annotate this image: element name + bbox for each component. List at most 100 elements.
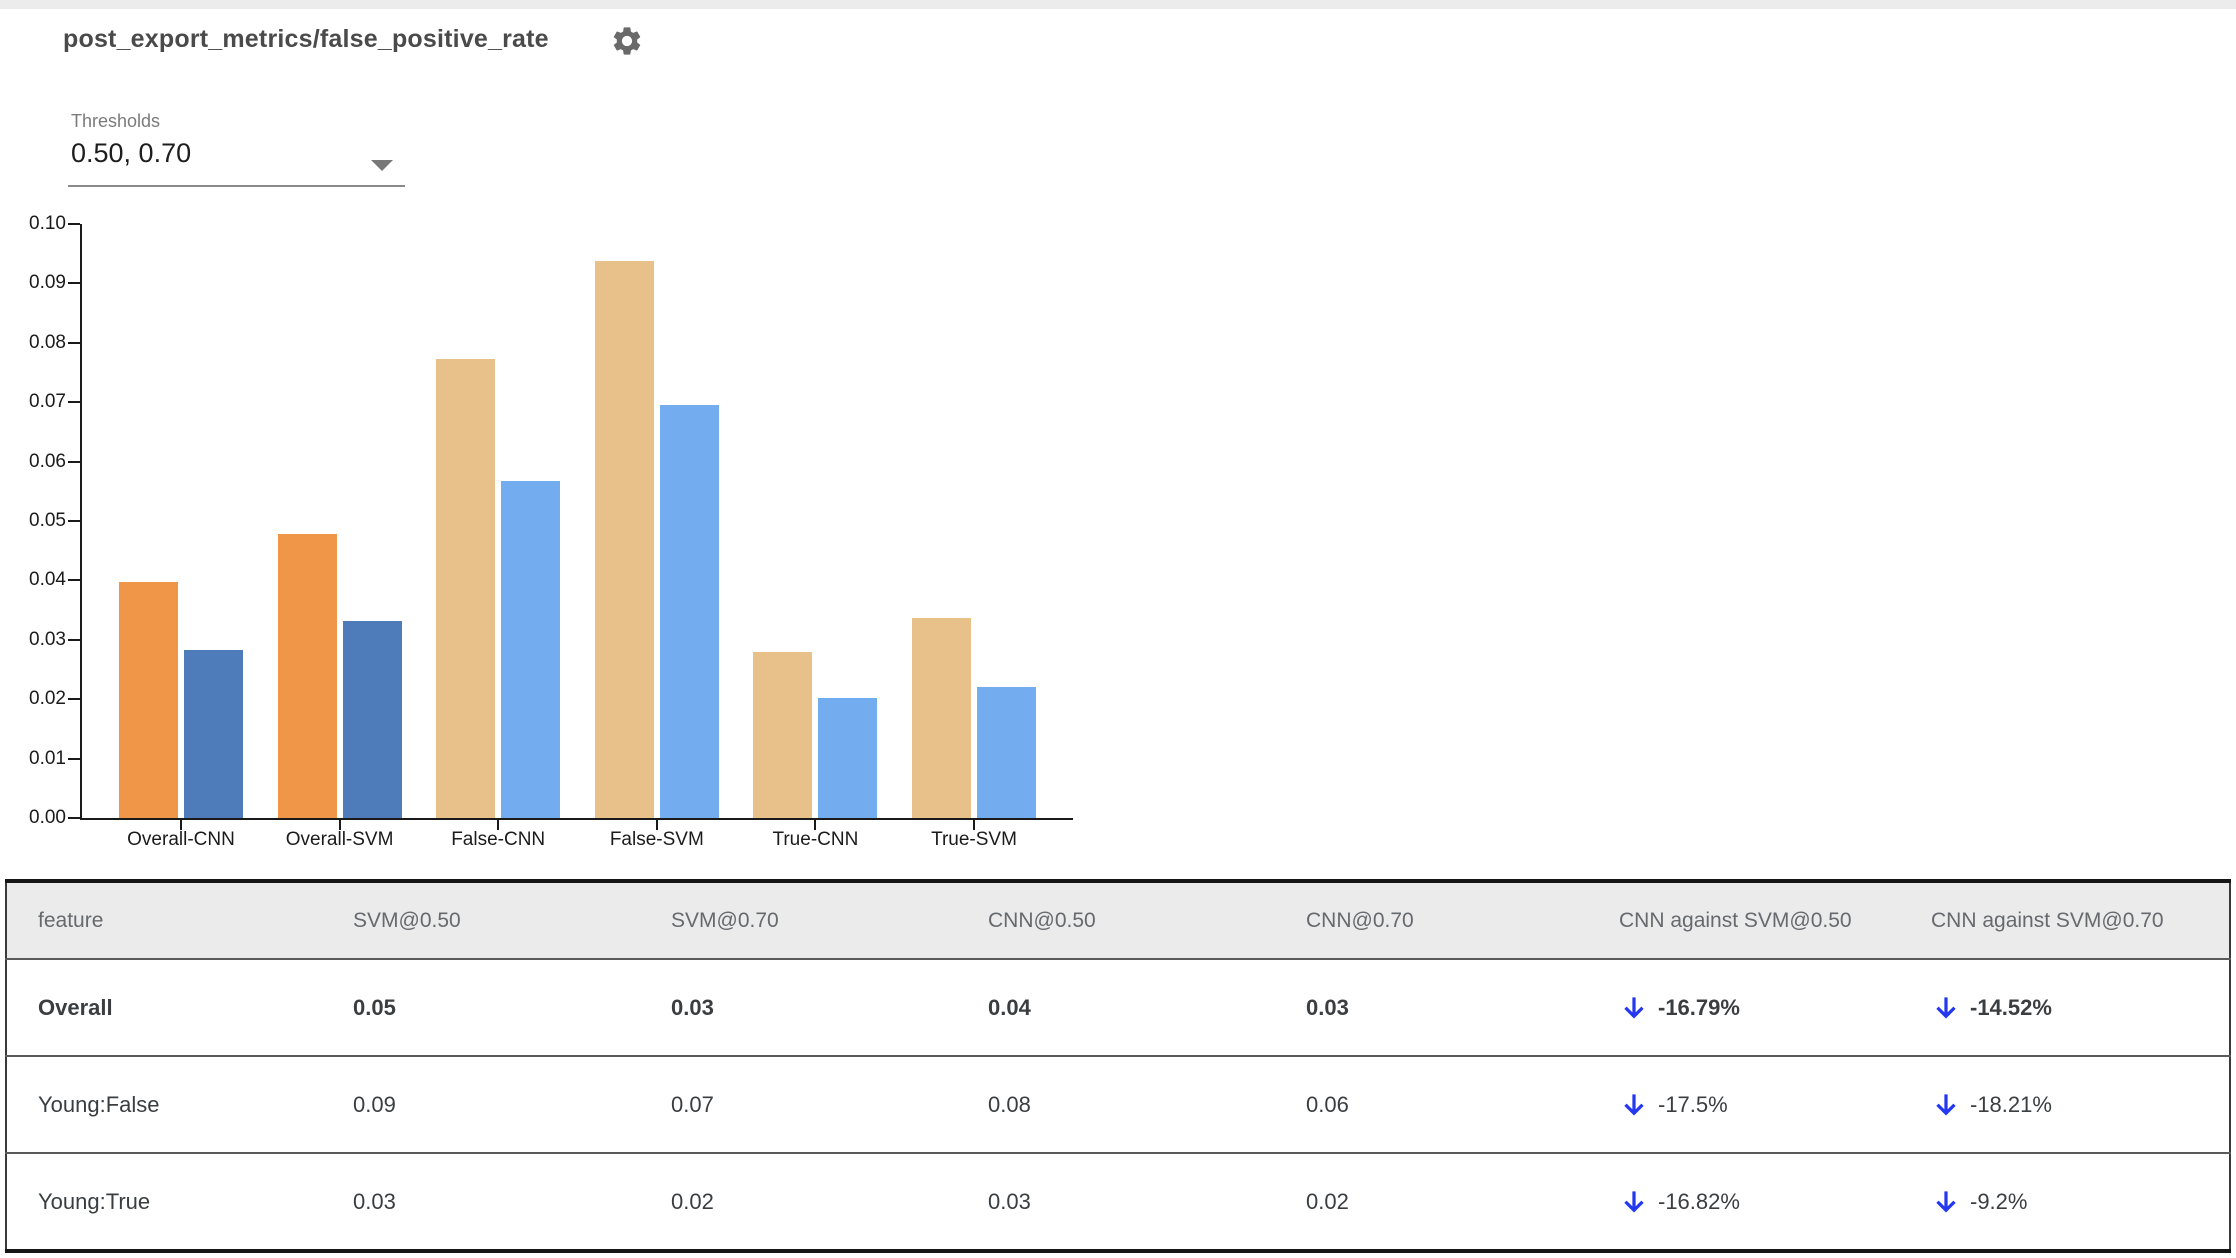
bar-overall-svm-s1 (342, 620, 402, 818)
y-tick-mark (68, 401, 80, 404)
x-tick-mark (497, 820, 500, 830)
arrow-down-icon (1624, 996, 1644, 1019)
x-axis-label: True-SVM (931, 829, 1017, 850)
delta-value: -17.5% (1658, 1091, 1728, 1117)
delta-cell-svm070: -14.52% (1900, 958, 2230, 1056)
bar-true-cnn-s1 (818, 698, 878, 818)
y-tick-label: 0.02 (29, 688, 66, 710)
table-row-young-false[interactable]: Young:False 0.09 0.07 0.08 0.06 -17.5% -18.21% (6, 1055, 2230, 1153)
column-header-3: CNN@0.50 (957, 881, 1275, 959)
value-cell-svm-0-50: 0.03 (322, 1152, 640, 1251)
y-tick-label: 0.00 (29, 807, 66, 828)
delta-value: -14.52% (1970, 994, 2052, 1020)
arrow-down-icon (1624, 1190, 1644, 1213)
value-cell-cnn-0-70: 0.03 (1275, 958, 1588, 1056)
arrow-down-icon (1936, 996, 1956, 1019)
delta-cell-svm070: -18.21% (1900, 1055, 2230, 1153)
y-tick-label: 0.04 (29, 569, 66, 591)
bar-true-svm-s1 (977, 687, 1036, 818)
x-tick-mark (180, 820, 182, 830)
value-cell-cnn-0-70: 0.02 (1275, 1152, 1588, 1251)
x-tick-mark (814, 820, 817, 830)
y-axis-line (80, 224, 82, 820)
delta-cell-svm050: -16.79% (1588, 958, 1900, 1056)
false-positive-rate-bar-chart: 0.00 0.01 0.02 0.03 0.04 0.05 0.06 0.07 0.08 0.09… (0, 0, 1120, 880)
bar-overall-cnn-s0 (119, 581, 178, 818)
value-cell-svm-0-50: 0.05 (322, 958, 640, 1056)
y-tick-label: 0.01 (29, 747, 66, 769)
value-cell-cnn-0-50: 0.03 (957, 1152, 1275, 1251)
settings-button[interactable] (610, 24, 644, 58)
y-tick-label: 0.05 (29, 510, 66, 531)
column-header-5: CNN against SVM@0.50 (1588, 881, 1900, 959)
value-cell-svm-0-50: 0.09 (322, 1055, 640, 1153)
column-header-0: feature (6, 881, 322, 959)
y-tick-label: 0.06 (29, 450, 66, 472)
page-title: post_export_metrics/false_positive_rate (63, 25, 549, 53)
bar-overall-svm-s0 (277, 534, 337, 818)
thresholds-select[interactable]: 0.50, 0.70 (71, 138, 192, 168)
x-tick-mark (973, 820, 975, 830)
x-tick-mark (655, 820, 658, 830)
bar-true-svm-s0 (912, 617, 971, 818)
value-cell-cnn-0-50: 0.08 (957, 1055, 1275, 1153)
y-tick-label: 0.10 (29, 213, 66, 234)
bar-false-svm-s0 (594, 260, 654, 818)
y-tick-mark (68, 520, 80, 522)
column-header-1: SVM@0.50 (322, 881, 640, 959)
value-cell-cnn-0-50: 0.04 (957, 958, 1275, 1056)
x-axis-line (80, 818, 1073, 820)
y-tick-mark (68, 579, 80, 582)
delta-cell-svm050: -17.5% (1588, 1055, 1900, 1153)
y-tick-mark (68, 223, 80, 225)
table-header-row: feature SVM@0.50 SVM@0.70 CNN@0.50 CNN@0.70 C… (6, 881, 2230, 959)
y-tick-mark (68, 698, 80, 701)
bar-false-cnn-s1 (501, 481, 561, 818)
column-header-6: CNN against SVM@0.70 (1900, 881, 2230, 959)
x-axis-label: Overall-CNN (127, 829, 235, 850)
delta-value: -16.79% (1658, 994, 1740, 1020)
value-cell-cnn-0-70: 0.06 (1275, 1055, 1588, 1153)
bar-true-cnn-s0 (753, 651, 813, 818)
y-tick-mark (68, 282, 80, 285)
arrow-down-icon (1936, 1093, 1956, 1116)
feature-cell: Young:True (6, 1152, 322, 1251)
value-cell-svm-0-70: 0.07 (640, 1055, 957, 1153)
column-header-2: SVM@0.70 (640, 881, 957, 959)
x-axis-label: False-SVM (609, 829, 704, 850)
thresholds-label: Thresholds (71, 111, 161, 131)
table-row-overall[interactable]: Overall 0.05 0.03 0.04 0.03 -16.79% -14.52% (6, 958, 2230, 1056)
value-cell-svm-0-70: 0.03 (640, 958, 957, 1056)
x-tick-mark (338, 820, 341, 830)
bar-overall-cnn-s1 (184, 649, 243, 818)
y-tick-mark (68, 817, 80, 819)
delta-cell-svm050: -16.82% (1588, 1152, 1900, 1251)
top-divider (0, 0, 2236, 9)
bar-false-cnn-s0 (436, 358, 496, 818)
delta-value: -16.82% (1658, 1188, 1740, 1214)
y-tick-label: 0.08 (29, 331, 66, 353)
feature-cell: Overall (6, 958, 322, 1056)
delta-cell-svm070: -9.2% (1900, 1152, 2230, 1251)
column-header-4: CNN@0.70 (1275, 881, 1588, 959)
dropdown-underline (68, 185, 405, 187)
bar-false-svm-s1 (659, 405, 719, 818)
y-tick-mark (68, 757, 80, 760)
y-tick-mark (68, 341, 80, 344)
table-row-young-true[interactable]: Young:True 0.03 0.02 0.03 0.02 -16.82% -9.2% (6, 1152, 2230, 1251)
y-tick-label: 0.03 (29, 628, 66, 650)
delta-value: -18.21% (1970, 1091, 2052, 1117)
y-tick-label: 0.07 (29, 391, 66, 413)
dropdown-caret-icon[interactable] (371, 160, 393, 171)
y-tick-label: 0.09 (29, 272, 66, 294)
x-axis-label: True-CNN (772, 829, 859, 850)
arrow-down-icon (1624, 1093, 1644, 1116)
value-cell-svm-0-70: 0.02 (640, 1152, 957, 1251)
feature-cell: Young:False (6, 1055, 322, 1153)
y-tick-mark (68, 460, 80, 463)
delta-value: -9.2% (1970, 1188, 2028, 1214)
settings-gear-icon (613, 27, 641, 55)
arrow-down-icon (1936, 1190, 1956, 1213)
x-axis-label: False-CNN (451, 829, 546, 850)
y-tick-mark (68, 638, 80, 641)
